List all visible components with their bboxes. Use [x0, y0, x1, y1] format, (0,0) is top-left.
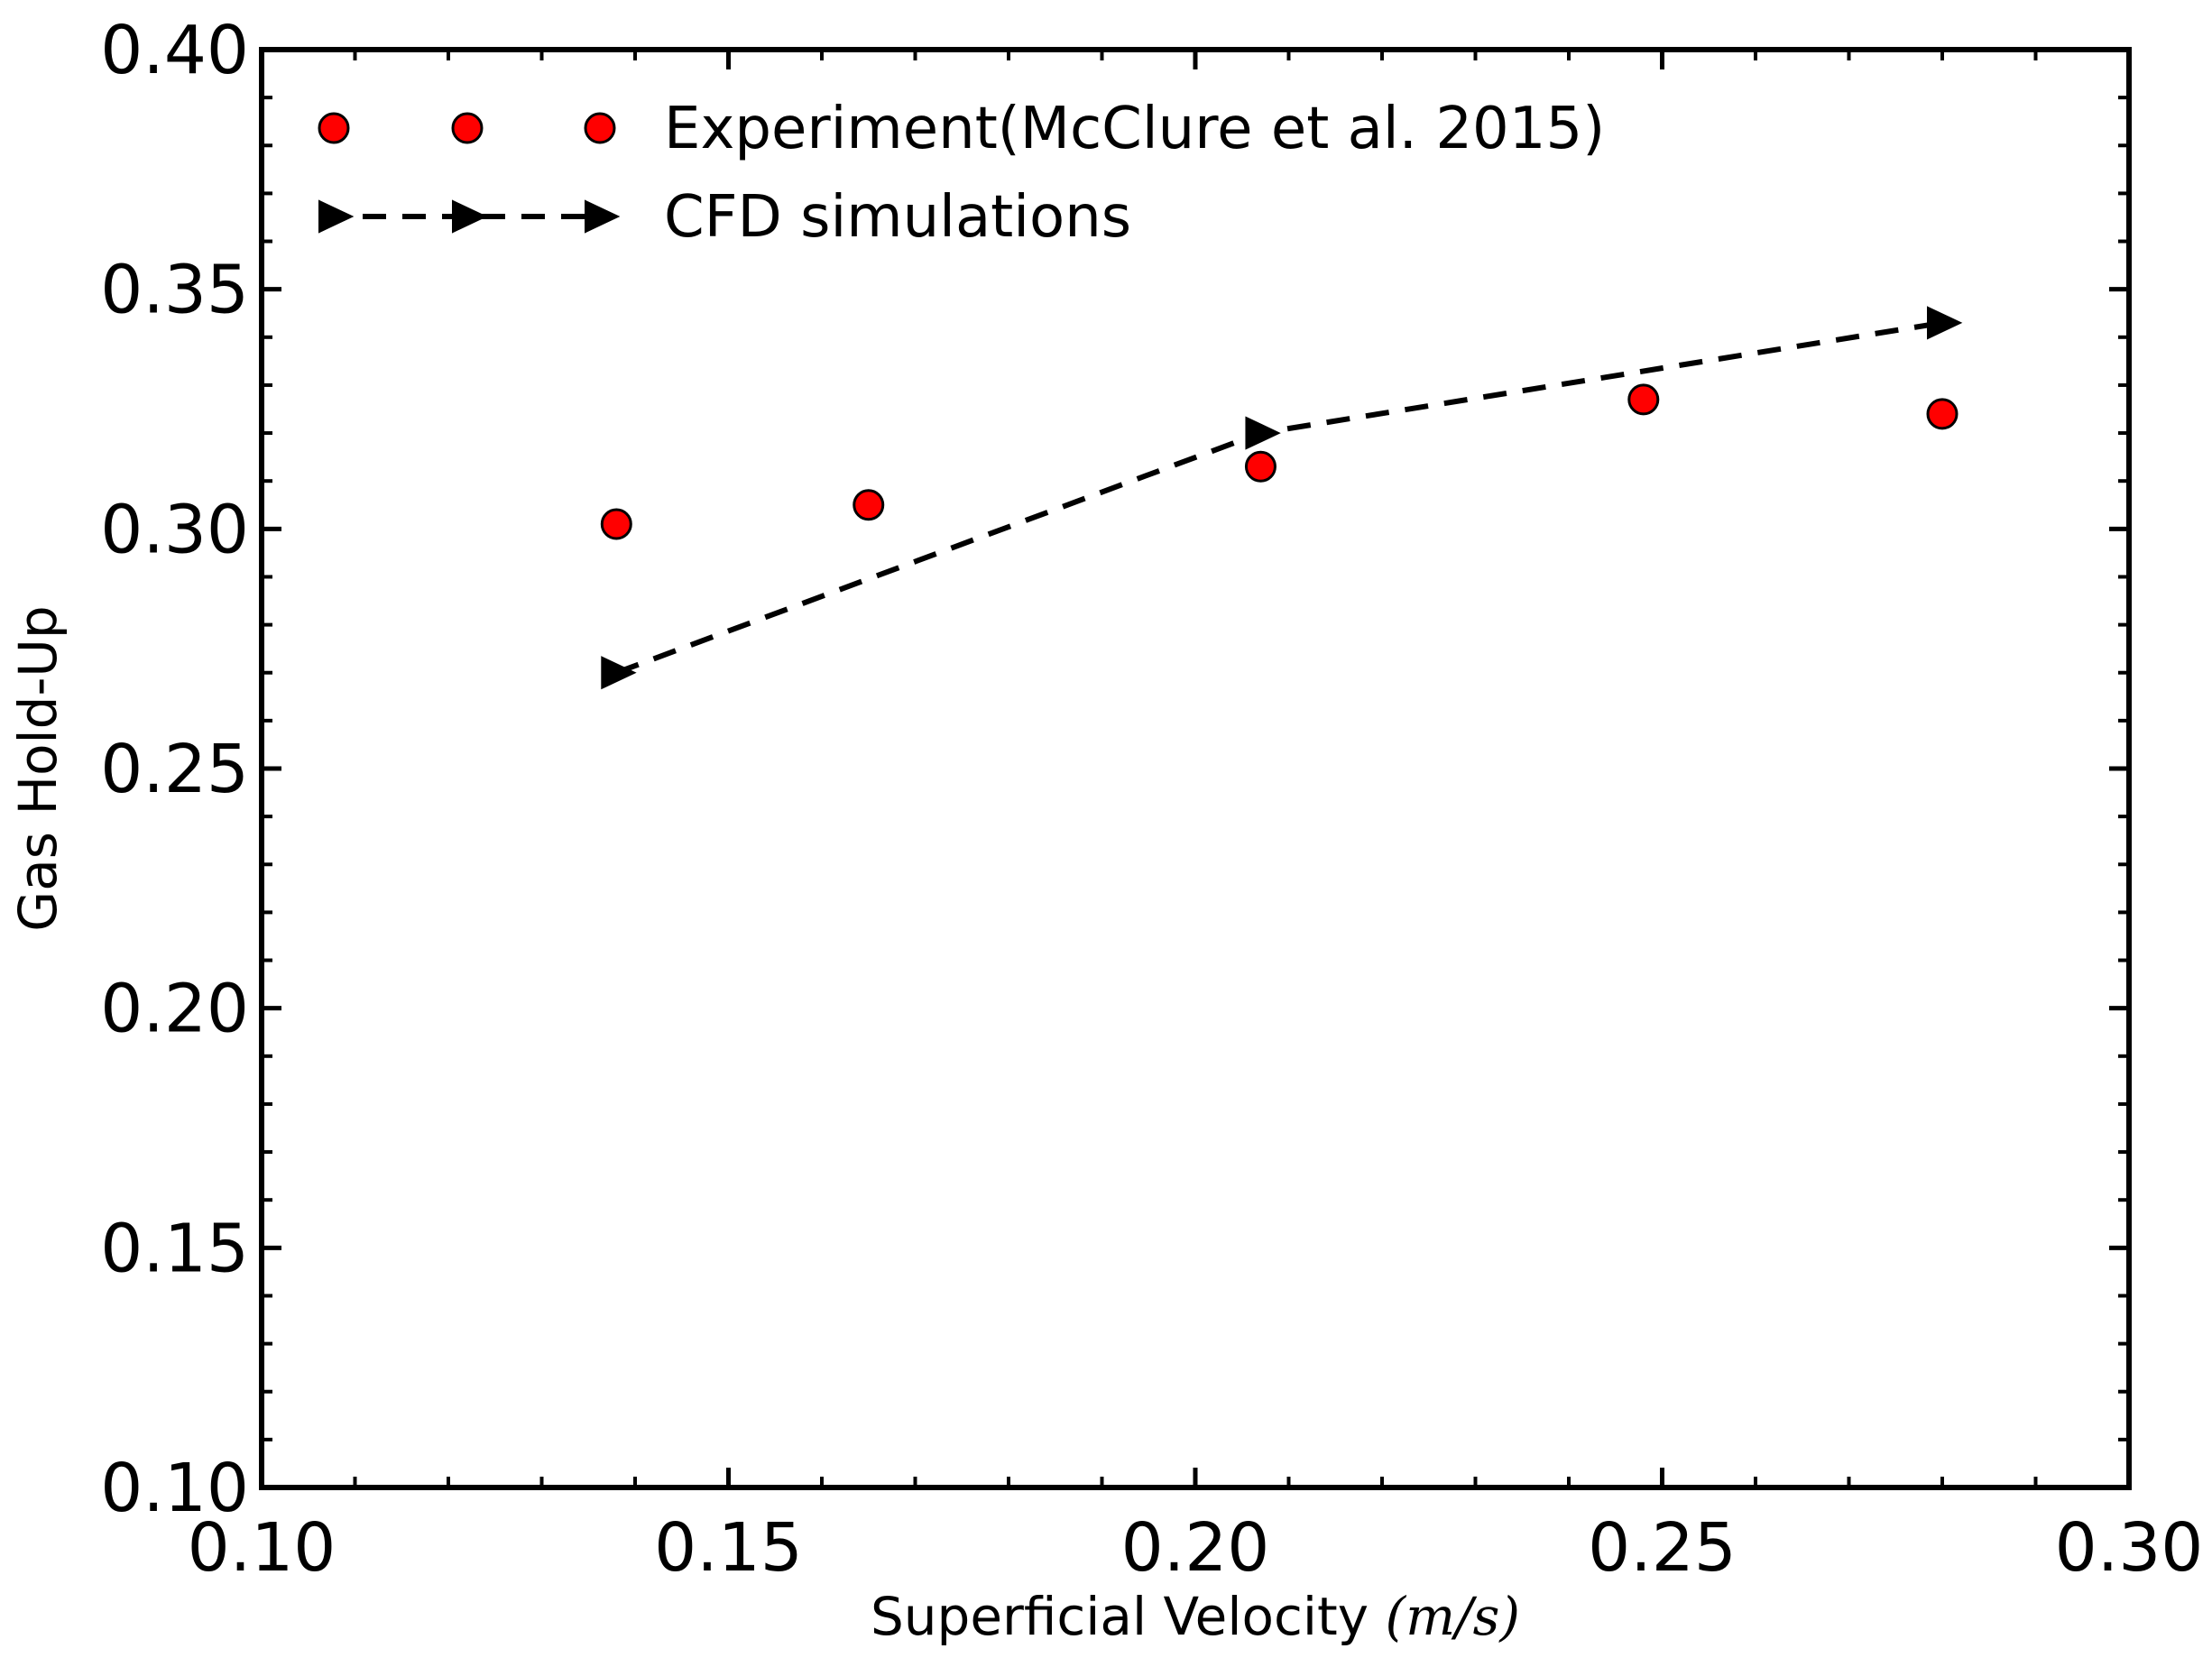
plot-frame — [259, 47, 2132, 1490]
cfd-point — [601, 656, 637, 690]
data-layer — [600, 306, 1963, 690]
legend-marker-triangle — [452, 199, 488, 234]
legend-item-experiment: Experiment(McClure et al. 2015) — [318, 96, 1605, 162]
legend-marker-triangle — [318, 199, 355, 234]
x-tick-label: 0.10 — [188, 1509, 336, 1587]
y-tick-label: 0.25 — [100, 731, 249, 808]
legend: Experiment(McClure et al. 2015) CFD simul… — [318, 96, 1605, 251]
legend-marker-circle — [584, 112, 616, 144]
x-tick-label: 0.20 — [1121, 1509, 1270, 1587]
x-axis-label: Superficial Velocity (m/s) — [871, 1586, 1520, 1647]
y-tick-label: 0.40 — [100, 12, 249, 89]
legend-label: Experiment(McClure et al. 2015) — [664, 96, 1605, 162]
y-axis-label: Gas Hold-Up — [7, 605, 69, 931]
experiment-point — [1926, 398, 1959, 430]
ticks-layer: 0.10 0.15 0.20 0.25 0.30 0.10 0.15 0.20 0.25 0.30… — [100, 12, 2203, 1587]
x-tick-label: 0.30 — [2055, 1509, 2204, 1587]
experiment-point — [853, 489, 885, 521]
x-axis-unit: (m/s) — [1385, 1586, 1520, 1647]
cfd-point — [1927, 306, 1963, 340]
y-tick-label: 0.15 — [100, 1210, 249, 1287]
experiment-point — [1244, 450, 1277, 483]
y-tick-label: 0.20 — [100, 971, 249, 1048]
x-tick-label: 0.15 — [654, 1509, 803, 1587]
experiment-point — [1627, 383, 1660, 416]
legend-marker-triangle — [585, 199, 621, 234]
y-tick-label: 0.30 — [100, 491, 249, 568]
legend-label: CFD simulations — [664, 184, 1131, 251]
x-tick-label: 0.25 — [1588, 1509, 1737, 1587]
cfd-point — [1245, 416, 1281, 450]
legend-item-cfd: CFD simulations — [318, 184, 1131, 251]
x-axis-label-text: Superficial Velocity — [871, 1586, 1369, 1647]
y-tick-label: 0.10 — [100, 1450, 249, 1527]
legend-marker-circle — [451, 112, 484, 144]
y-tick-label: 0.35 — [100, 252, 249, 329]
legend-marker-circle — [318, 112, 350, 144]
experiment-point — [600, 508, 632, 540]
